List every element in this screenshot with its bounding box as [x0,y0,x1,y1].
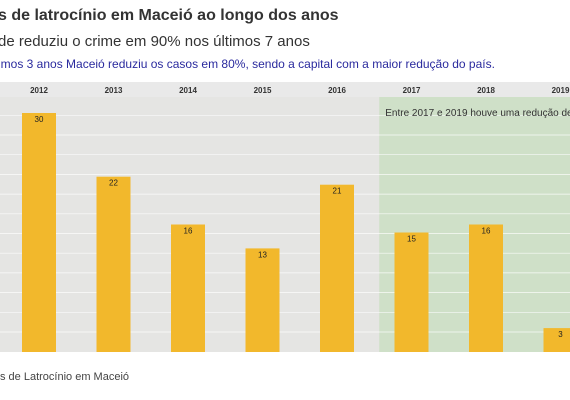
year-header-band [0,82,570,97]
x-tick-label: 2014 [179,86,197,95]
bar [469,224,503,352]
x-tick-label: 2013 [105,86,123,95]
bar-value-label: 16 [184,227,193,236]
bar-value-label: 21 [333,187,342,196]
bar-value-label: 30 [35,115,44,124]
x-tick-label: 2016 [328,86,346,95]
bar-chart: 2012 2013 2014 2015 2016 2017 2018 2019 Entre 2… [0,82,570,352]
legend-label: s de Latrocínio em Maceió [0,371,130,383]
bar [320,184,354,352]
x-tick-label: 2012 [30,86,48,95]
chart-title: s de latrocínio em Maceió ao longo dos a… [0,7,339,24]
x-tick-label: 2018 [477,86,495,95]
chart-subtitle: de reduziu o crime em 90% nos últimos 7 … [0,33,310,50]
x-tick-label: 2015 [254,86,272,95]
bar [543,328,570,352]
highlight-label: Entre 2017 e 2019 houve uma redução de 8… [385,108,570,119]
x-tick-label: 2017 [403,86,421,95]
bar-value-label: 3 [558,330,563,339]
bar-value-label: 22 [109,179,118,188]
chart-note: imos 3 anos Maceió reduziu os casos em 8… [0,57,495,71]
x-tick-label: 2019 [552,86,570,95]
bar [96,176,131,352]
bar-value-label: 13 [258,250,267,259]
bar [245,248,280,352]
bar [22,113,56,352]
bar [171,224,205,352]
bar-value-label: 16 [482,227,491,236]
bar-value-label: 15 [407,235,416,244]
bar [394,232,429,352]
